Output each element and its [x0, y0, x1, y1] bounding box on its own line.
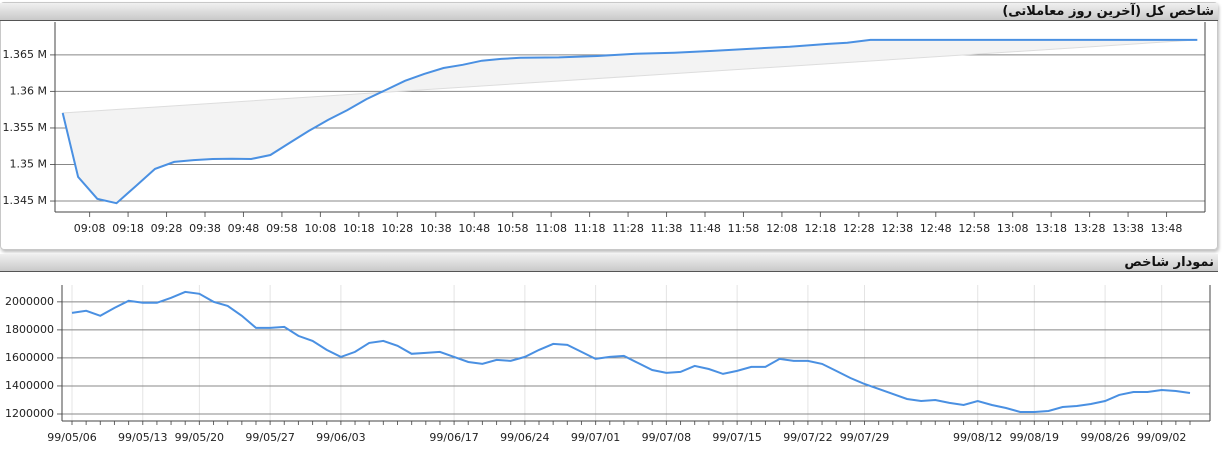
x-tick-label: 99/05/06 — [47, 431, 96, 444]
x-tick-label: 12:58 — [958, 222, 990, 235]
x-tick-label: 11:48 — [689, 222, 721, 235]
x-tick-label: 13:18 — [1035, 222, 1067, 235]
x-tick-label: 99/07/08 — [642, 431, 691, 444]
x-tick-label: 11:18 — [574, 222, 606, 235]
x-tick-label: 13:28 — [1074, 222, 1106, 235]
x-tick-label: 10:08 — [305, 222, 337, 235]
x-tick-label: 99/07/22 — [783, 431, 832, 444]
x-tick-label: 09:58 — [266, 222, 298, 235]
x-tick-label: 09:48 — [228, 222, 260, 235]
x-tick-label: 99/06/03 — [316, 431, 365, 444]
x-tick-label: 09:08 — [74, 222, 106, 235]
x-tick-label: 09:18 — [112, 222, 144, 235]
y-tick-label: 1.365 M — [3, 48, 47, 61]
x-tick-label: 99/05/13 — [118, 431, 167, 444]
x-tick-label: 13:48 — [1151, 222, 1183, 235]
x-tick-label: 12:08 — [766, 222, 798, 235]
x-tick-label: 99/05/27 — [245, 431, 294, 444]
y-tick-label: 2000000 — [5, 295, 54, 308]
x-tick-label: 12:18 — [805, 222, 837, 235]
x-tick-label: 10:28 — [381, 222, 413, 235]
x-tick-label: 12:48 — [920, 222, 952, 235]
x-tick-label: 99/07/15 — [712, 431, 761, 444]
x-tick-label: 99/06/24 — [500, 431, 549, 444]
x-tick-label: 11:58 — [728, 222, 760, 235]
x-tick-label: 99/07/29 — [840, 431, 889, 444]
y-tick-label: 1200000 — [5, 407, 54, 420]
x-tick-label: 12:38 — [881, 222, 913, 235]
x-tick-label: 13:38 — [1112, 222, 1144, 235]
x-tick-label: 99/06/17 — [429, 431, 478, 444]
y-tick-label: 1.35 M — [10, 158, 47, 171]
y-tick-label: 1800000 — [5, 323, 54, 336]
x-tick-label: 99/07/01 — [571, 431, 620, 444]
x-tick-label: 99/05/20 — [175, 431, 224, 444]
x-tick-label: 11:28 — [612, 222, 644, 235]
panel-title: نمودار شاخص — [0, 254, 1218, 272]
y-tick-label: 1.345 M — [3, 194, 47, 207]
x-tick-label: 99/08/26 — [1080, 431, 1129, 444]
x-tick-label: 10:58 — [497, 222, 529, 235]
x-tick-label: 12:28 — [843, 222, 875, 235]
index-line — [61, 38, 1198, 205]
y-tick-label: 1.36 M — [10, 84, 47, 97]
x-tick-label: 10:18 — [343, 222, 375, 235]
x-tick-label: 10:48 — [458, 222, 490, 235]
x-tick-label: 11:08 — [535, 222, 567, 235]
x-tick-label: 11:38 — [651, 222, 683, 235]
x-tick-label: 13:08 — [997, 222, 1029, 235]
x-tick-label: 10:38 — [420, 222, 452, 235]
panel-title: شاخص کل (آخرین روز معاملاتی) — [0, 3, 1218, 21]
x-tick-label: 99/09/02 — [1137, 431, 1186, 444]
y-tick-label: 1600000 — [5, 351, 54, 364]
x-tick-label: 99/08/12 — [953, 431, 1002, 444]
index-line — [71, 290, 1191, 413]
panel — [0, 2, 1218, 250]
x-tick-label: 09:28 — [151, 222, 183, 235]
x-tick-label: 09:38 — [189, 222, 221, 235]
y-tick-label: 1.355 M — [3, 121, 47, 134]
x-tick-label: 99/08/19 — [1010, 431, 1059, 444]
trend-shade — [62, 39, 1198, 204]
y-tick-label: 1400000 — [5, 379, 54, 392]
